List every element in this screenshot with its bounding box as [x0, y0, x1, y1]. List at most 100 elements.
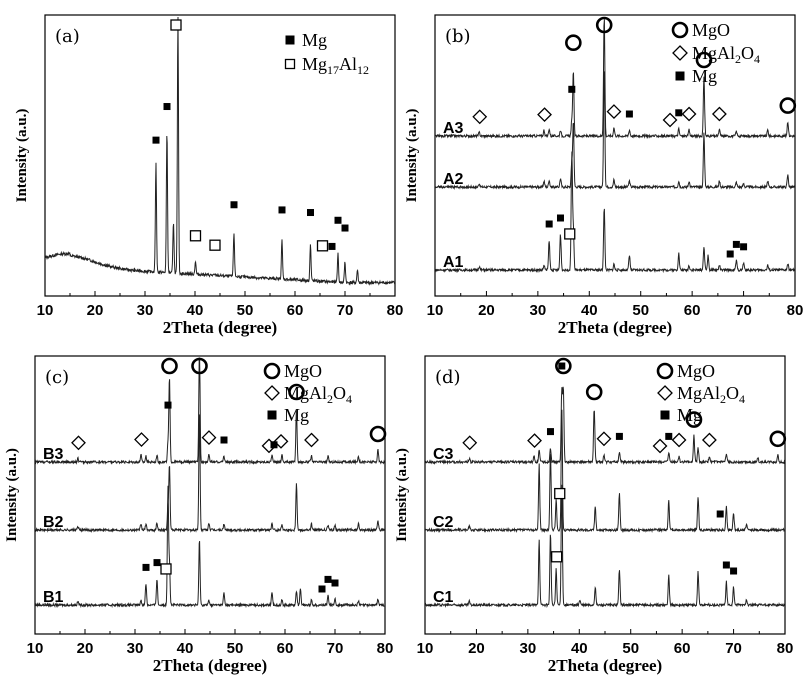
peak-marker-filled-square [341, 224, 349, 232]
legend-marker-filled-square [267, 410, 277, 420]
legend-marker-diamond [672, 45, 688, 61]
legend-marker-diamond [264, 385, 280, 401]
peak-marker-circle [595, 16, 613, 34]
peak-marker-diamond [606, 104, 622, 120]
peak-marker-circle [585, 383, 603, 401]
legend-marker-circle [656, 362, 674, 380]
peak-marker-filled-square [318, 585, 326, 593]
peak-marker-open-square [564, 228, 576, 240]
xrd-trace-C2 [424, 409, 786, 534]
legend-marker-filled-square [675, 71, 685, 81]
peak-marker-filled-square [270, 441, 278, 449]
peak-marker-filled-square [328, 242, 336, 250]
peak-marker-diamond [71, 435, 86, 451]
series-label-C2: C2 [433, 514, 454, 531]
x-tick-label: 60 [674, 640, 691, 657]
series-label-A1: A1 [443, 254, 464, 271]
legend-marker-filled-square [660, 410, 670, 420]
x-tick-label: 50 [622, 640, 639, 657]
xrd-trace-B2 [35, 414, 386, 533]
peak-marker-filled-square [726, 250, 734, 258]
x-tick-label: 40 [581, 302, 598, 319]
peak-marker-diamond [681, 106, 697, 122]
legend-label: MgO [692, 20, 730, 40]
legend-label: Mg17Al12 [302, 54, 369, 77]
series-label-C1: C1 [433, 589, 454, 606]
x-axis-label: 2Theta (degree) [153, 656, 267, 675]
peak-marker-open-square [551, 551, 563, 563]
peak-marker-filled-square [278, 206, 286, 214]
peak-marker-circle [565, 34, 582, 52]
peak-marker-circle [288, 383, 305, 401]
peak-marker-filled-square [615, 432, 623, 440]
peak-marker-circle [695, 51, 713, 69]
panel-d: 10 20 30 40 50 60 70 80 2Theta (degree) Intensity… [394, 355, 793, 675]
xrd-trace-C3 [424, 386, 786, 466]
peak-marker-filled-square [163, 103, 171, 111]
x-tick-label: 70 [327, 640, 344, 657]
peak-marker-circle [161, 357, 178, 375]
xrd-trace-B1 [34, 485, 385, 609]
x-tick-label: 10 [27, 640, 44, 657]
x-axis-label: 2Theta (degree) [558, 318, 672, 337]
x-tick-label: 20 [77, 640, 94, 657]
peak-marker-diamond [472, 109, 488, 125]
peak-marker-diamond [527, 433, 542, 449]
x-tick-label: 20 [478, 302, 495, 319]
peak-marker-filled-square [665, 432, 673, 440]
peak-marker-filled-square [558, 362, 566, 370]
peak-marker-diamond [462, 435, 478, 451]
peak-marker-filled-square [164, 401, 172, 409]
y-axis-label: Intensity (a.u.) [14, 109, 30, 203]
peak-marker-filled-square [230, 201, 238, 209]
legend-marker-open-square [284, 58, 296, 70]
peak-marker-circle [779, 97, 797, 114]
peak-marker-diamond [662, 112, 678, 128]
series-label-A2: A2 [443, 171, 464, 188]
x-tick-label: 80 [787, 302, 804, 319]
xrd-trace-A3 [435, 19, 796, 140]
peak-marker-filled-square [732, 240, 740, 248]
legend-label: MgAl2O4 [677, 383, 745, 406]
y-axis-label: Intensity (a.u.) [404, 109, 420, 203]
x-tick-label: 40 [177, 640, 194, 657]
peak-marker-diamond [304, 432, 319, 448]
peak-marker-diamond [273, 433, 289, 449]
peak-marker-filled-square [546, 428, 554, 436]
series-label-A3: A3 [443, 120, 464, 137]
legend-label: MgO [284, 361, 322, 381]
peak-marker-filled-square [142, 563, 150, 571]
peak-marker-open-square [554, 487, 566, 500]
peak-marker-diamond [671, 432, 687, 448]
panel-a: 10 20 30 40 50 60 70 80 2Theta (degree) Intensity… [14, 14, 404, 337]
panel-label: (c) [45, 367, 69, 388]
peak-marker-diamond [201, 430, 217, 446]
x-tick-label: 80 [387, 302, 404, 319]
x-tick-label: 60 [287, 302, 304, 319]
panel-c: 10 20 30 40 50 60 70 80 2Theta (degree) Intensity… [4, 355, 394, 675]
x-tick-label: 30 [127, 640, 144, 657]
legend-marker-filled-square [285, 35, 295, 45]
legend-label: Mg [302, 30, 327, 50]
x-tick-label: 80 [377, 640, 394, 657]
peak-marker-filled-square [324, 575, 332, 583]
y-axis-label: Intensity (a.u.) [394, 448, 410, 542]
peak-marker-filled-square [730, 567, 738, 575]
peak-marker-filled-square [334, 216, 342, 224]
legend-marker-diamond [657, 385, 673, 401]
peak-marker-open-square [209, 239, 221, 251]
xrd-trace-C1 [424, 484, 786, 608]
x-tick-label: 20 [468, 640, 485, 657]
x-tick-label: 30 [530, 302, 547, 319]
x-tick-label: 40 [187, 302, 204, 319]
peak-marker-circle [369, 425, 387, 443]
peak-marker-diamond [701, 432, 717, 448]
peak-marker-diamond [652, 438, 668, 454]
peak-marker-circle [191, 357, 208, 375]
x-tick-label: 30 [137, 302, 154, 319]
peak-marker-open-square [316, 240, 329, 252]
xrd-trace-B3 [34, 357, 385, 466]
panel-label: (d) [435, 367, 461, 388]
x-tick-label: 60 [684, 302, 701, 319]
